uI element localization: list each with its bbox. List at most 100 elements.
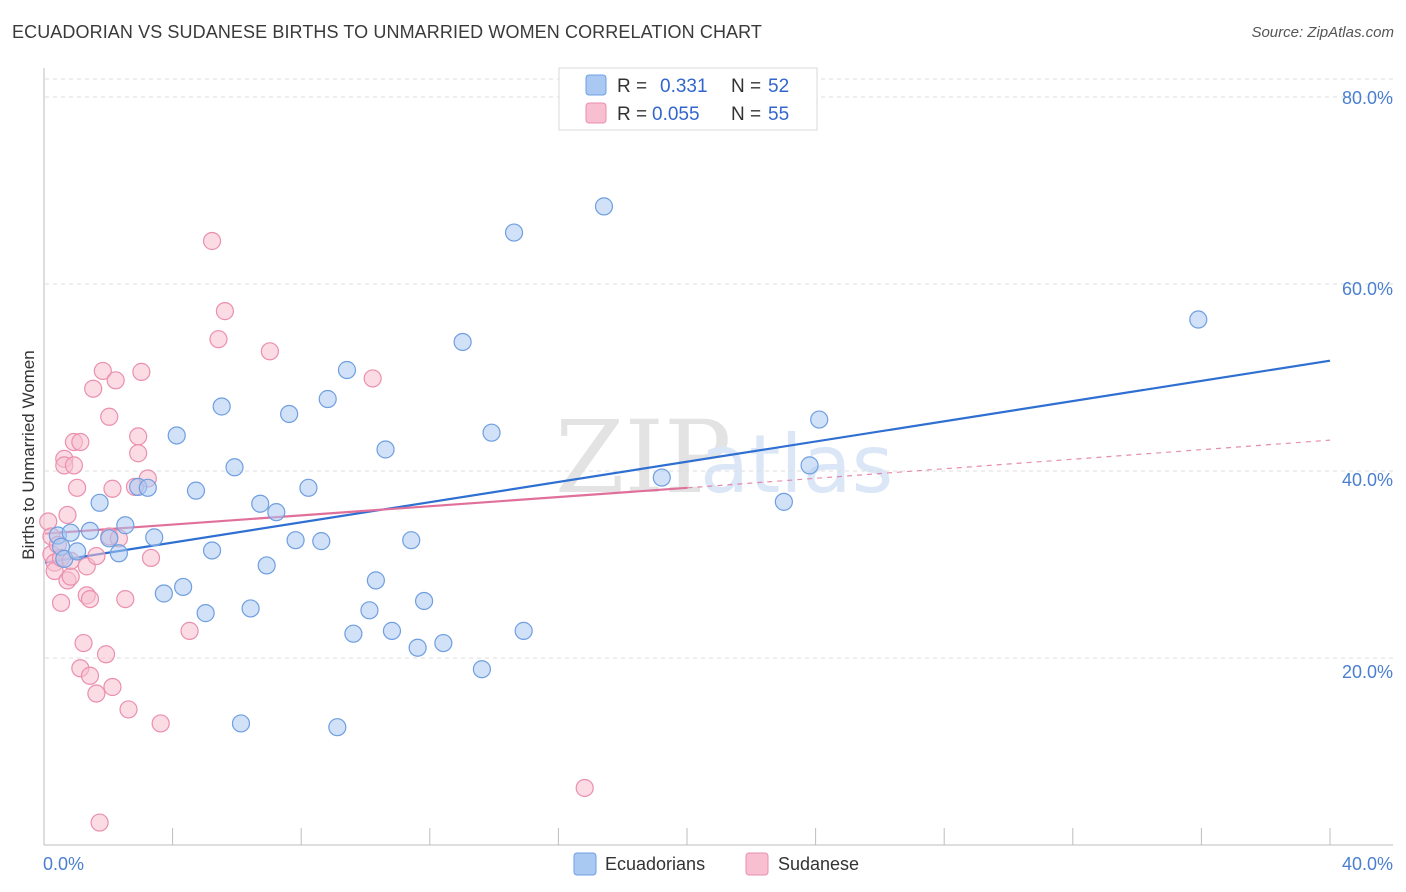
point-ecuadorians: [138, 478, 157, 497]
point-sudanese: [80, 666, 100, 685]
point-sudanese: [103, 677, 122, 697]
point-ecuadorians: [434, 633, 453, 653]
point-ecuadorians: [810, 410, 829, 429]
y-tick-label-40: 40.0%: [1342, 470, 1393, 490]
point-ecuadorians: [453, 332, 472, 352]
point-sudanese: [64, 456, 84, 475]
point-ecuadorians: [514, 621, 533, 640]
point-sudanese: [87, 546, 106, 566]
point-ecuadorians: [408, 638, 427, 657]
legend-r-label-ecuadorians: R =: [617, 76, 647, 97]
point-sudanese: [141, 548, 161, 568]
point-ecuadorians: [68, 542, 87, 561]
legend-r-value-ecuadorians: 0.331: [660, 76, 708, 97]
point-sudanese: [71, 432, 90, 452]
point-ecuadorians: [482, 423, 501, 442]
point-ecuadorians: [167, 426, 186, 445]
point-sudanese: [215, 302, 234, 321]
point-ecuadorians: [344, 624, 363, 643]
trend-line-sudanese-extension: [687, 439, 1331, 489]
source-credit: Source: ZipAtlas.com: [1251, 24, 1394, 41]
bottom-legend-label-sudanese: Sudanese: [778, 854, 859, 874]
point-ecuadorians: [402, 531, 421, 550]
point-ecuadorians: [116, 516, 135, 535]
bottom-legend-label-ecuadorians: Ecuadorians: [605, 854, 705, 874]
point-ecuadorians: [382, 621, 402, 640]
point-sudanese: [58, 505, 77, 525]
y-tick-label-20: 20.0%: [1342, 662, 1393, 682]
point-ecuadorians: [251, 494, 270, 513]
point-ecuadorians: [90, 493, 109, 512]
point-sudanese: [209, 330, 228, 349]
point-sudanese: [61, 567, 80, 586]
point-ecuadorians: [154, 584, 173, 603]
point-ecuadorians: [312, 532, 331, 551]
legend-n-value-sudanese: 55: [768, 104, 789, 125]
point-ecuadorians: [652, 468, 671, 487]
point-ecuadorians: [286, 531, 305, 550]
point-ecuadorians: [318, 389, 337, 409]
correlation-legend: R = 0.331 N = 52 R = 0.055 N = 55: [558, 67, 818, 131]
point-ecuadorians: [472, 660, 491, 679]
point-ecuadorians: [1189, 310, 1208, 329]
y-axis-label: Births to Unmarried Women: [19, 350, 38, 559]
point-ecuadorians: [800, 456, 819, 475]
watermark-zip: ZIP: [555, 399, 731, 516]
point-ecuadorians: [267, 503, 286, 522]
bottom-legend-swatch-ecuadorians: [573, 852, 597, 876]
point-ecuadorians: [299, 478, 318, 497]
point-sudanese: [180, 621, 199, 640]
gridlines: [45, 78, 1393, 659]
point-sudanese: [106, 371, 125, 390]
point-sudanese: [119, 700, 138, 719]
legend-n-label-sudanese: N =: [731, 104, 761, 125]
point-ecuadorians: [504, 223, 524, 242]
point-ecuadorians: [360, 601, 379, 620]
trend-line-ecuadorians: [44, 359, 1331, 564]
y-tick-label-60: 60.0%: [1342, 279, 1393, 299]
chart-title: ECUADORIAN VS SUDANESE BIRTHS TO UNMARRI…: [12, 22, 763, 42]
point-ecuadorians: [376, 440, 395, 459]
point-sudanese: [202, 231, 222, 251]
point-sudanese: [93, 361, 112, 381]
axes: [43, 68, 1393, 846]
point-sudanese: [84, 379, 103, 398]
point-sudanese: [51, 593, 71, 612]
point-sudanese: [260, 342, 279, 361]
trend-lines: [44, 359, 1331, 564]
legend-n-label-ecuadorians: N =: [731, 76, 761, 97]
point-sudanese: [575, 778, 594, 798]
point-ecuadorians: [186, 481, 206, 500]
bottom-legend-swatch-sudanese: [745, 852, 769, 876]
x-tick-label-min: 0.0%: [43, 854, 84, 874]
point-ecuadorians: [337, 360, 357, 380]
series-legend: Ecuadorians Sudanese: [573, 852, 859, 876]
point-ecuadorians: [61, 523, 80, 542]
point-ecuadorians: [328, 718, 347, 737]
point-sudanese: [80, 589, 100, 609]
point-ecuadorians: [257, 556, 276, 575]
data-points: [39, 197, 1208, 832]
point-ecuadorians: [414, 591, 434, 611]
point-ecuadorians: [174, 577, 193, 597]
point-sudanese: [129, 444, 148, 463]
legend-r-label-sudanese: R =: [617, 104, 647, 125]
point-ecuadorians: [241, 599, 260, 618]
point-sudanese: [68, 478, 87, 497]
trend-line-sudanese: [44, 486, 688, 535]
point-ecuadorians: [80, 521, 100, 540]
legend-swatch-ecuadorians: [585, 74, 607, 96]
legend-n-value-ecuadorians: 52: [768, 76, 789, 97]
legend-swatch-sudanese: [585, 102, 607, 124]
point-ecuadorians: [100, 529, 119, 548]
point-ecuadorians: [594, 197, 614, 216]
x-tick-label-max: 40.0%: [1342, 854, 1393, 874]
point-sudanese: [96, 645, 116, 664]
point-ecuadorians: [196, 604, 215, 623]
point-sudanese: [129, 427, 148, 446]
point-sudanese: [90, 813, 109, 832]
point-sudanese: [151, 714, 170, 733]
point-ecuadorians: [280, 404, 299, 424]
point-ecuadorians: [231, 714, 251, 733]
